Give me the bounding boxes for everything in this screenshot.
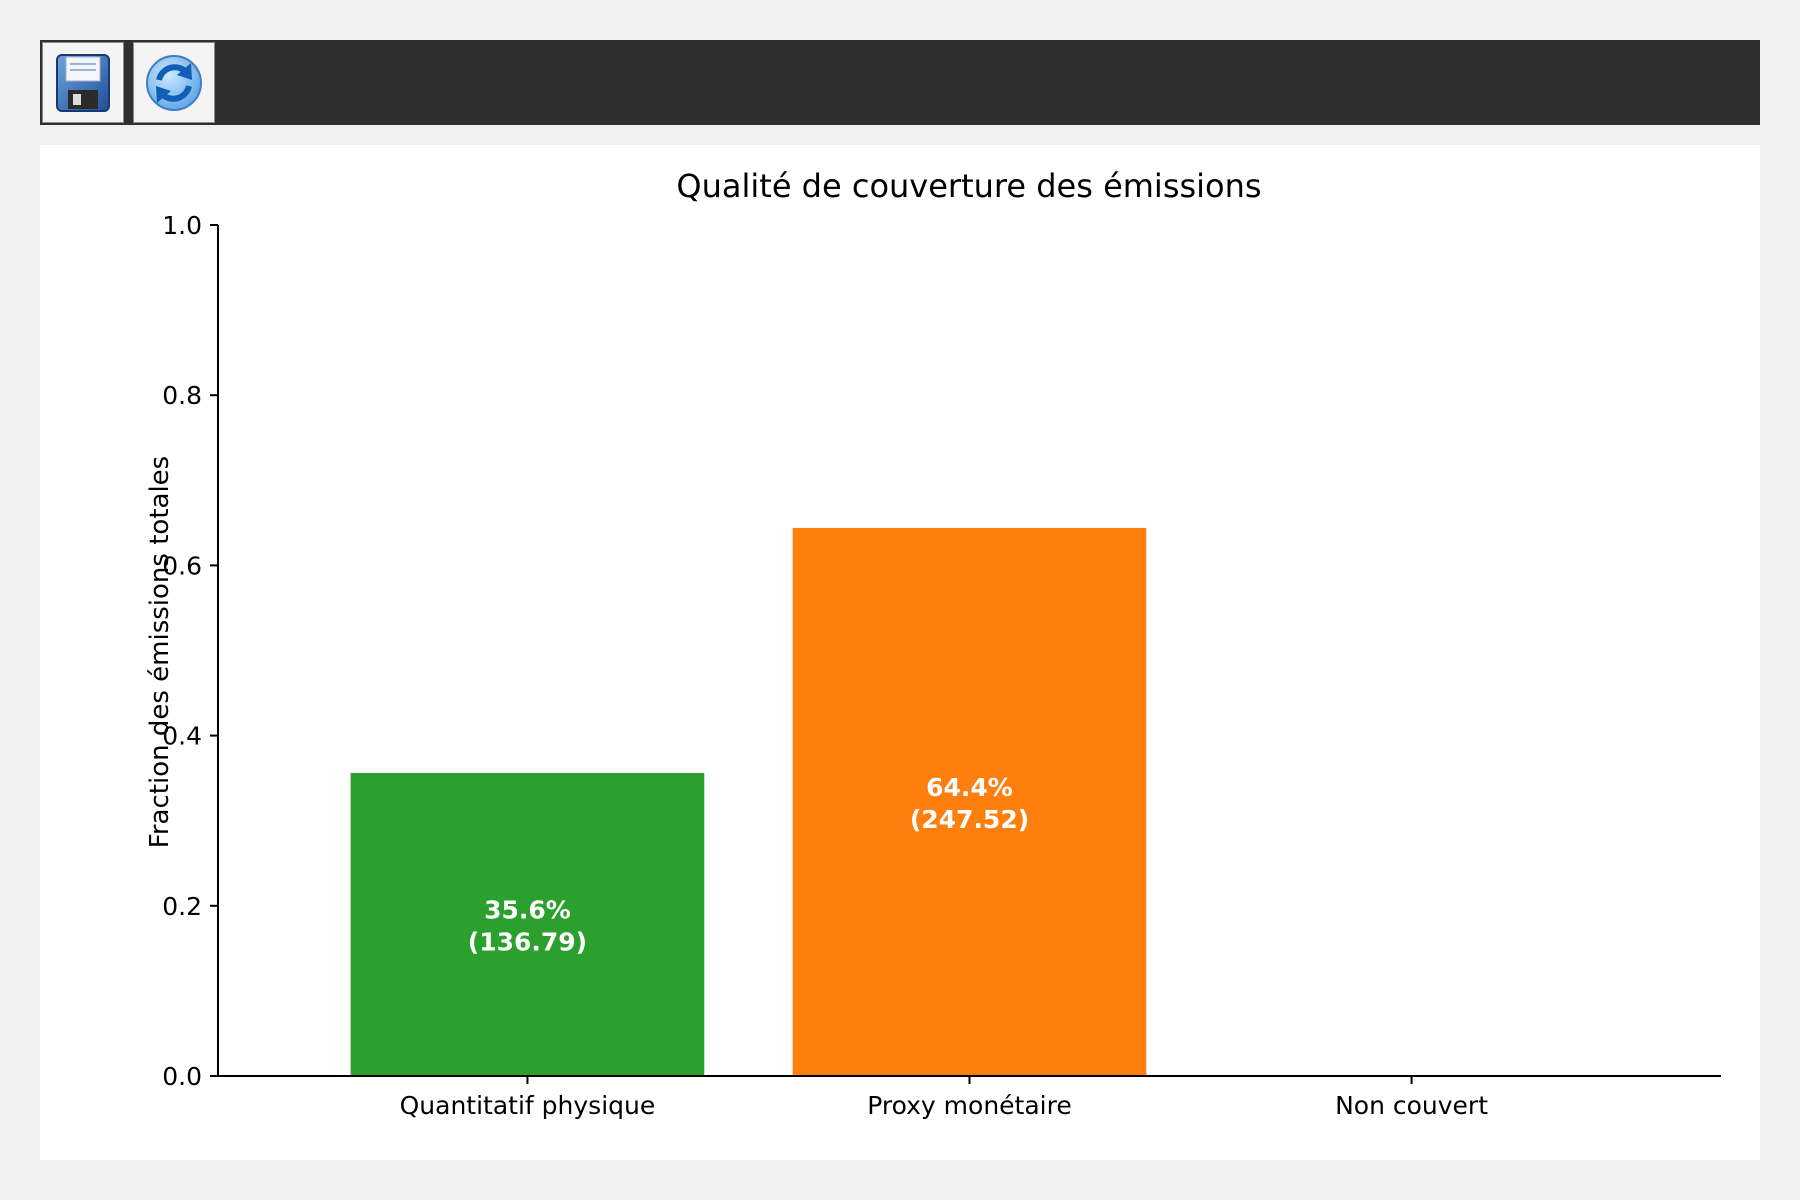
x-tick-label: Non couvert	[1335, 1091, 1488, 1120]
y-tick-label: 0.6	[162, 551, 202, 580]
bar-proxy-mon-taire	[792, 527, 1147, 1076]
y-axis-label: Fraction des émissions totales	[145, 456, 175, 848]
bar-value-label: (247.52)	[910, 805, 1029, 834]
bar-quantitatif-physique	[350, 773, 705, 1076]
refresh-icon	[146, 54, 202, 111]
bar-chart: Qualité de couverture des émissions Frac…	[145, 167, 1721, 1120]
x-tick-label: Quantitatif physique	[400, 1091, 656, 1120]
bar-value-label: (136.79)	[468, 928, 587, 957]
reload-button[interactable]	[133, 42, 215, 123]
bar-value-label: 64.4%	[926, 773, 1013, 802]
y-tick-label: 1.0	[162, 211, 202, 240]
chart-title: Qualité de couverture des émissions	[676, 167, 1261, 205]
bar-value-label: 35.6%	[484, 896, 571, 925]
y-tick-label: 0.8	[162, 381, 202, 410]
y-tick-label: 0.4	[162, 722, 202, 751]
x-tick-label: Proxy monétaire	[867, 1091, 1071, 1120]
y-tick-label: 0.2	[162, 892, 202, 921]
save-button[interactable]	[42, 42, 124, 123]
figure-canvas: Qualité de couverture des émissions Frac…	[40, 145, 1760, 1160]
floppy-disk-icon	[56, 53, 110, 112]
y-tick-label: 0.0	[162, 1062, 202, 1091]
toolbar	[40, 40, 1760, 125]
